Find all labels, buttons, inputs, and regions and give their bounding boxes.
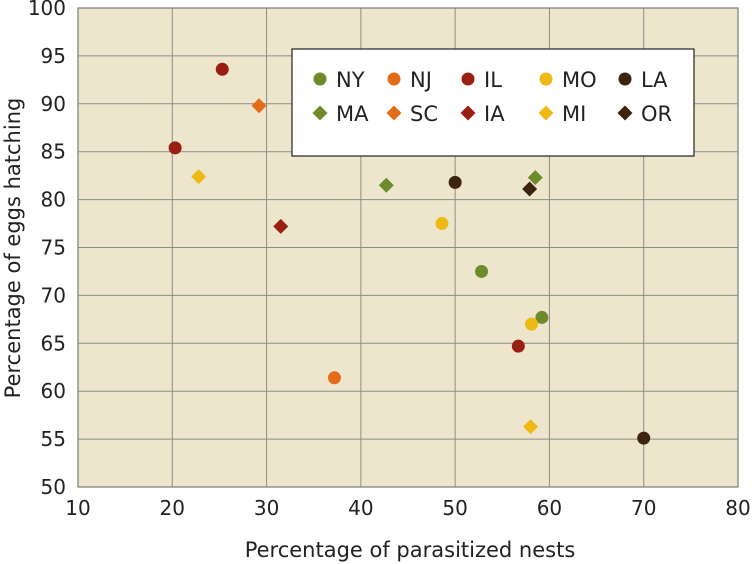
y-tick-label: 95 — [41, 44, 66, 68]
legend-marker-mo — [539, 72, 553, 86]
legend-label-sc: SC — [410, 102, 438, 126]
x-tick-label: 60 — [537, 496, 562, 520]
data-point-il — [511, 339, 525, 353]
x-tick-labels: 10 20 30 40 50 60 70 80 — [65, 496, 750, 520]
x-axis-title: Percentage of parasitized nests — [245, 538, 576, 562]
legend-marker-mi — [538, 105, 554, 121]
legend-marker-la — [618, 72, 632, 86]
x-tick-label: 10 — [65, 496, 90, 520]
y-tick-label: 60 — [41, 379, 66, 403]
x-tick-label: 20 — [160, 496, 185, 520]
data-point-mo — [435, 217, 449, 231]
y-tick-label: 65 — [41, 331, 66, 355]
x-tick-label: 30 — [254, 496, 279, 520]
data-point-ma — [527, 170, 543, 186]
y-tick-labels: 50 55 60 65 70 75 80 85 90 95 100 — [28, 0, 66, 499]
data-point-ma — [378, 177, 394, 193]
data-point-mo — [525, 317, 539, 331]
data-points — [168, 62, 651, 445]
legend-label-la: LA — [641, 68, 668, 92]
legend-marker-il — [461, 72, 475, 86]
legend-label-ia: IA — [484, 102, 505, 126]
legend-box — [291, 48, 695, 157]
data-point-ny — [535, 310, 549, 324]
y-tick-label: 80 — [41, 188, 66, 212]
data-point-ny — [475, 264, 489, 278]
y-tick-label: 55 — [41, 427, 66, 451]
legend-marker-ia — [460, 105, 476, 121]
data-point-il — [215, 62, 229, 76]
y-tick-label: 50 — [41, 475, 66, 499]
legend-label-ma: MA — [336, 102, 369, 126]
y-tick-label: 70 — [41, 283, 66, 307]
y-tick-label: 75 — [41, 236, 66, 260]
y-tick-label: 85 — [41, 140, 66, 164]
data-point-mi — [523, 419, 539, 435]
x-tick-label: 50 — [442, 496, 467, 520]
legend-marker-ny — [313, 72, 327, 86]
legend: NY NJ IL MO LA MA SC IA MI OR — [291, 48, 695, 157]
data-point-il — [168, 141, 182, 155]
legend-label-il: IL — [484, 68, 502, 92]
data-point-la — [637, 431, 651, 445]
x-tick-label: 40 — [348, 496, 373, 520]
legend-label-or: OR — [641, 102, 672, 126]
y-axis-title: Percentage of eggs hatching — [1, 98, 25, 399]
plot-border — [77, 7, 739, 488]
legend-label-ny: NY — [336, 68, 365, 92]
data-point-la — [448, 175, 462, 189]
legend-label-mo: MO — [562, 68, 597, 92]
data-point-ia — [273, 218, 289, 234]
data-point-or — [522, 181, 538, 197]
data-point-nj — [327, 371, 341, 385]
y-tick-label: 90 — [41, 92, 66, 116]
legend-label-mi: MI — [562, 102, 586, 126]
y-tick-label: 100 — [28, 0, 66, 20]
legend-marker-or — [617, 105, 633, 121]
legend-marker-sc — [386, 105, 402, 121]
data-point-sc — [251, 98, 267, 114]
legend-marker-ma — [312, 105, 328, 121]
x-tick-label: 80 — [725, 496, 750, 520]
data-point-mi — [191, 169, 207, 185]
x-tick-label: 70 — [631, 496, 656, 520]
legend-marker-nj — [387, 72, 401, 86]
legend-label-nj: NJ — [410, 68, 432, 92]
